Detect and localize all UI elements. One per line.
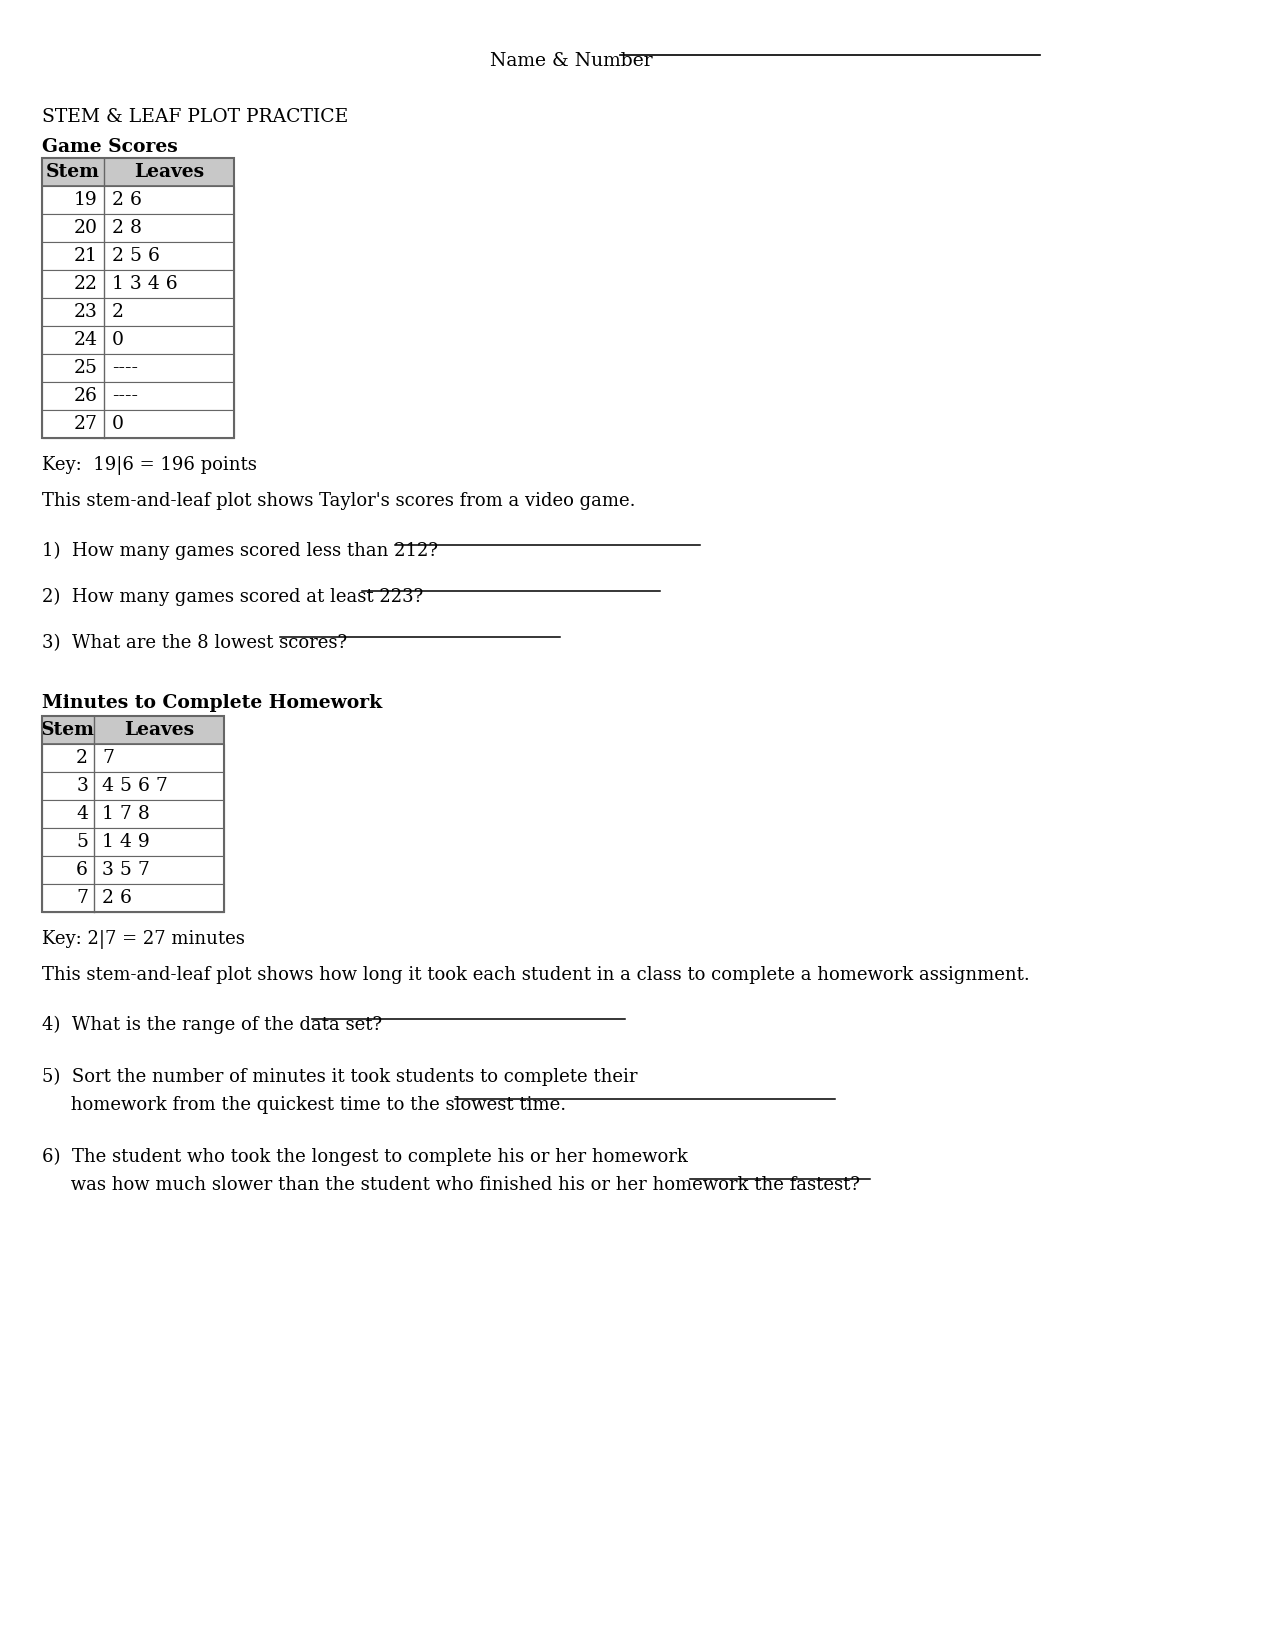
Bar <box>42 271 235 299</box>
Text: 3 5 7: 3 5 7 <box>102 861 150 879</box>
Text: 19: 19 <box>74 191 98 210</box>
Bar <box>42 299 235 327</box>
Text: 0: 0 <box>112 332 124 350</box>
Text: 6)  The student who took the longest to complete his or her homework: 6) The student who took the longest to c… <box>42 1148 688 1167</box>
Bar <box>42 214 235 243</box>
Text: 25: 25 <box>74 360 98 376</box>
Bar <box>42 856 224 884</box>
Bar <box>42 158 235 437</box>
Bar <box>42 744 224 772</box>
Text: 1 4 9: 1 4 9 <box>102 833 149 851</box>
Bar <box>42 716 224 912</box>
Text: 26: 26 <box>74 388 98 404</box>
Text: 2 5 6: 2 5 6 <box>112 248 159 266</box>
Text: 3)  What are the 8 lowest scores?: 3) What are the 8 lowest scores? <box>42 634 347 652</box>
Text: 2)  How many games scored at least 223?: 2) How many games scored at least 223? <box>42 587 423 606</box>
Text: 24: 24 <box>74 332 98 350</box>
Text: 1 3 4 6: 1 3 4 6 <box>112 276 177 294</box>
Bar <box>42 884 224 912</box>
Text: 0: 0 <box>112 416 124 432</box>
Bar <box>42 772 224 800</box>
Text: 7: 7 <box>102 749 113 767</box>
Text: 2: 2 <box>76 749 88 767</box>
Text: 22: 22 <box>74 276 98 294</box>
Text: 4: 4 <box>76 805 88 823</box>
Text: ----: ---- <box>112 360 138 376</box>
Text: 1)  How many games scored less than 212?: 1) How many games scored less than 212? <box>42 541 444 561</box>
Bar <box>42 716 224 744</box>
Text: 21: 21 <box>74 248 98 266</box>
Text: Leaves: Leaves <box>124 721 194 739</box>
Text: homework from the quickest time to the slowest time.: homework from the quickest time to the s… <box>42 1096 566 1114</box>
Text: was how much slower than the student who finished his or her homework the fastes: was how much slower than the student who… <box>42 1176 861 1195</box>
Text: 5)  Sort the number of minutes it took students to complete their: 5) Sort the number of minutes it took st… <box>42 1068 638 1086</box>
Text: Leaves: Leaves <box>134 163 204 182</box>
Text: 5: 5 <box>76 833 88 851</box>
Text: 2: 2 <box>112 304 124 322</box>
Text: Stem: Stem <box>46 163 99 182</box>
Text: 23: 23 <box>74 304 98 322</box>
Text: STEM & LEAF PLOT PRACTICE: STEM & LEAF PLOT PRACTICE <box>42 107 348 125</box>
Text: Key:  19|6 = 196 points: Key: 19|6 = 196 points <box>42 455 256 475</box>
Bar <box>42 355 235 383</box>
Bar <box>42 243 235 271</box>
Text: 2 6: 2 6 <box>102 889 131 908</box>
Text: 3: 3 <box>76 777 88 795</box>
Text: 6: 6 <box>76 861 88 879</box>
Bar <box>42 158 235 186</box>
Text: 7: 7 <box>76 889 88 908</box>
Text: Stem: Stem <box>41 721 94 739</box>
Text: Game Scores: Game Scores <box>42 139 177 157</box>
Text: 1 7 8: 1 7 8 <box>102 805 150 823</box>
Text: Key: 2|7 = 27 minutes: Key: 2|7 = 27 minutes <box>42 931 245 949</box>
Text: 20: 20 <box>74 219 98 238</box>
Bar <box>42 828 224 856</box>
Bar <box>42 409 235 437</box>
Text: Minutes to Complete Homework: Minutes to Complete Homework <box>42 695 382 713</box>
Text: This stem-and-leaf plot shows how long it took each student in a class to comple: This stem-and-leaf plot shows how long i… <box>42 965 1030 983</box>
Bar <box>42 800 224 828</box>
Text: 4)  What is the range of the data set?: 4) What is the range of the data set? <box>42 1016 382 1035</box>
Bar <box>42 186 235 215</box>
Bar <box>42 383 235 409</box>
Bar <box>42 327 235 355</box>
Text: Name & Number: Name & Number <box>490 53 653 69</box>
Text: 2 6: 2 6 <box>112 191 142 210</box>
Text: ----: ---- <box>112 388 138 404</box>
Text: This stem-and-leaf plot shows Taylor's scores from a video game.: This stem-and-leaf plot shows Taylor's s… <box>42 492 635 510</box>
Text: 2 8: 2 8 <box>112 219 142 238</box>
Text: 27: 27 <box>74 416 98 432</box>
Text: 4 5 6 7: 4 5 6 7 <box>102 777 168 795</box>
